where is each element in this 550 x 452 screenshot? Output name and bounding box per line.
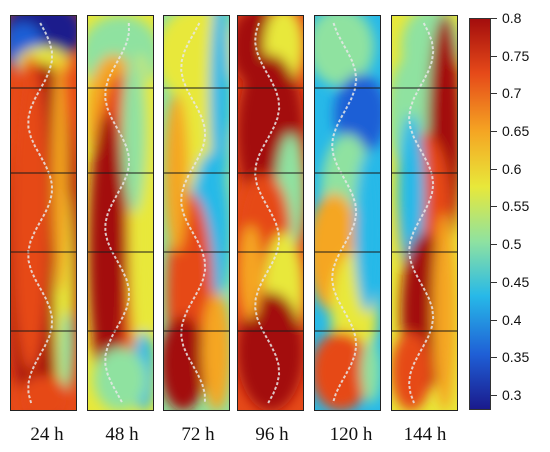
contour-field [314, 15, 381, 411]
colorbar-tick-label: 0.4 [502, 311, 522, 328]
colorbar [469, 18, 491, 410]
colorbar-tick [491, 394, 497, 396]
colorbar-tick [491, 206, 497, 208]
colorbar-tick-label: 0.7 [502, 85, 522, 102]
colorbar-tick [491, 281, 497, 283]
contour-panel [237, 15, 304, 411]
colorbar-tick-label: 0.6 [502, 160, 522, 177]
time-label: 72 h [181, 424, 215, 445]
colorbar-tick-label: 0.55 [502, 198, 530, 215]
contour-panel [163, 15, 230, 411]
contour-field [237, 15, 304, 411]
contour-panel [391, 15, 458, 411]
colorbar-tick [491, 319, 497, 321]
time-label: 120 h [329, 424, 373, 445]
colorbar-tick-label: 0.5 [502, 236, 522, 253]
time-label: 48 h [105, 424, 139, 445]
colorbar-tick [491, 131, 497, 133]
colorbar-tick [491, 244, 497, 246]
colorbar-tick [491, 55, 497, 57]
colorbar-tick [491, 168, 497, 170]
contour-field [87, 15, 154, 411]
colorbar-tick-label: 0.8 [502, 10, 522, 26]
contour-field [10, 15, 77, 411]
colorbar-tick-label: 0.45 [502, 273, 530, 290]
colorbar-tick-label: 0.75 [502, 47, 530, 64]
time-label: 96 h [255, 424, 289, 445]
colorbar-tick [491, 93, 497, 95]
contour-field [163, 15, 230, 411]
contour-panel [10, 15, 77, 411]
time-label: 144 h [403, 424, 447, 445]
contour-field [391, 15, 458, 411]
colorbar-tick-label: 0.3 [502, 386, 522, 403]
colorbar-tick [491, 18, 497, 19]
colorbar-tick-label: 0.35 [502, 349, 530, 366]
colorbar-tick-label: 0.65 [502, 123, 530, 140]
contour-panel [314, 15, 381, 411]
colorbar-tick [491, 357, 497, 359]
time-label: 24 h [30, 424, 64, 445]
contour-panel [87, 15, 154, 411]
